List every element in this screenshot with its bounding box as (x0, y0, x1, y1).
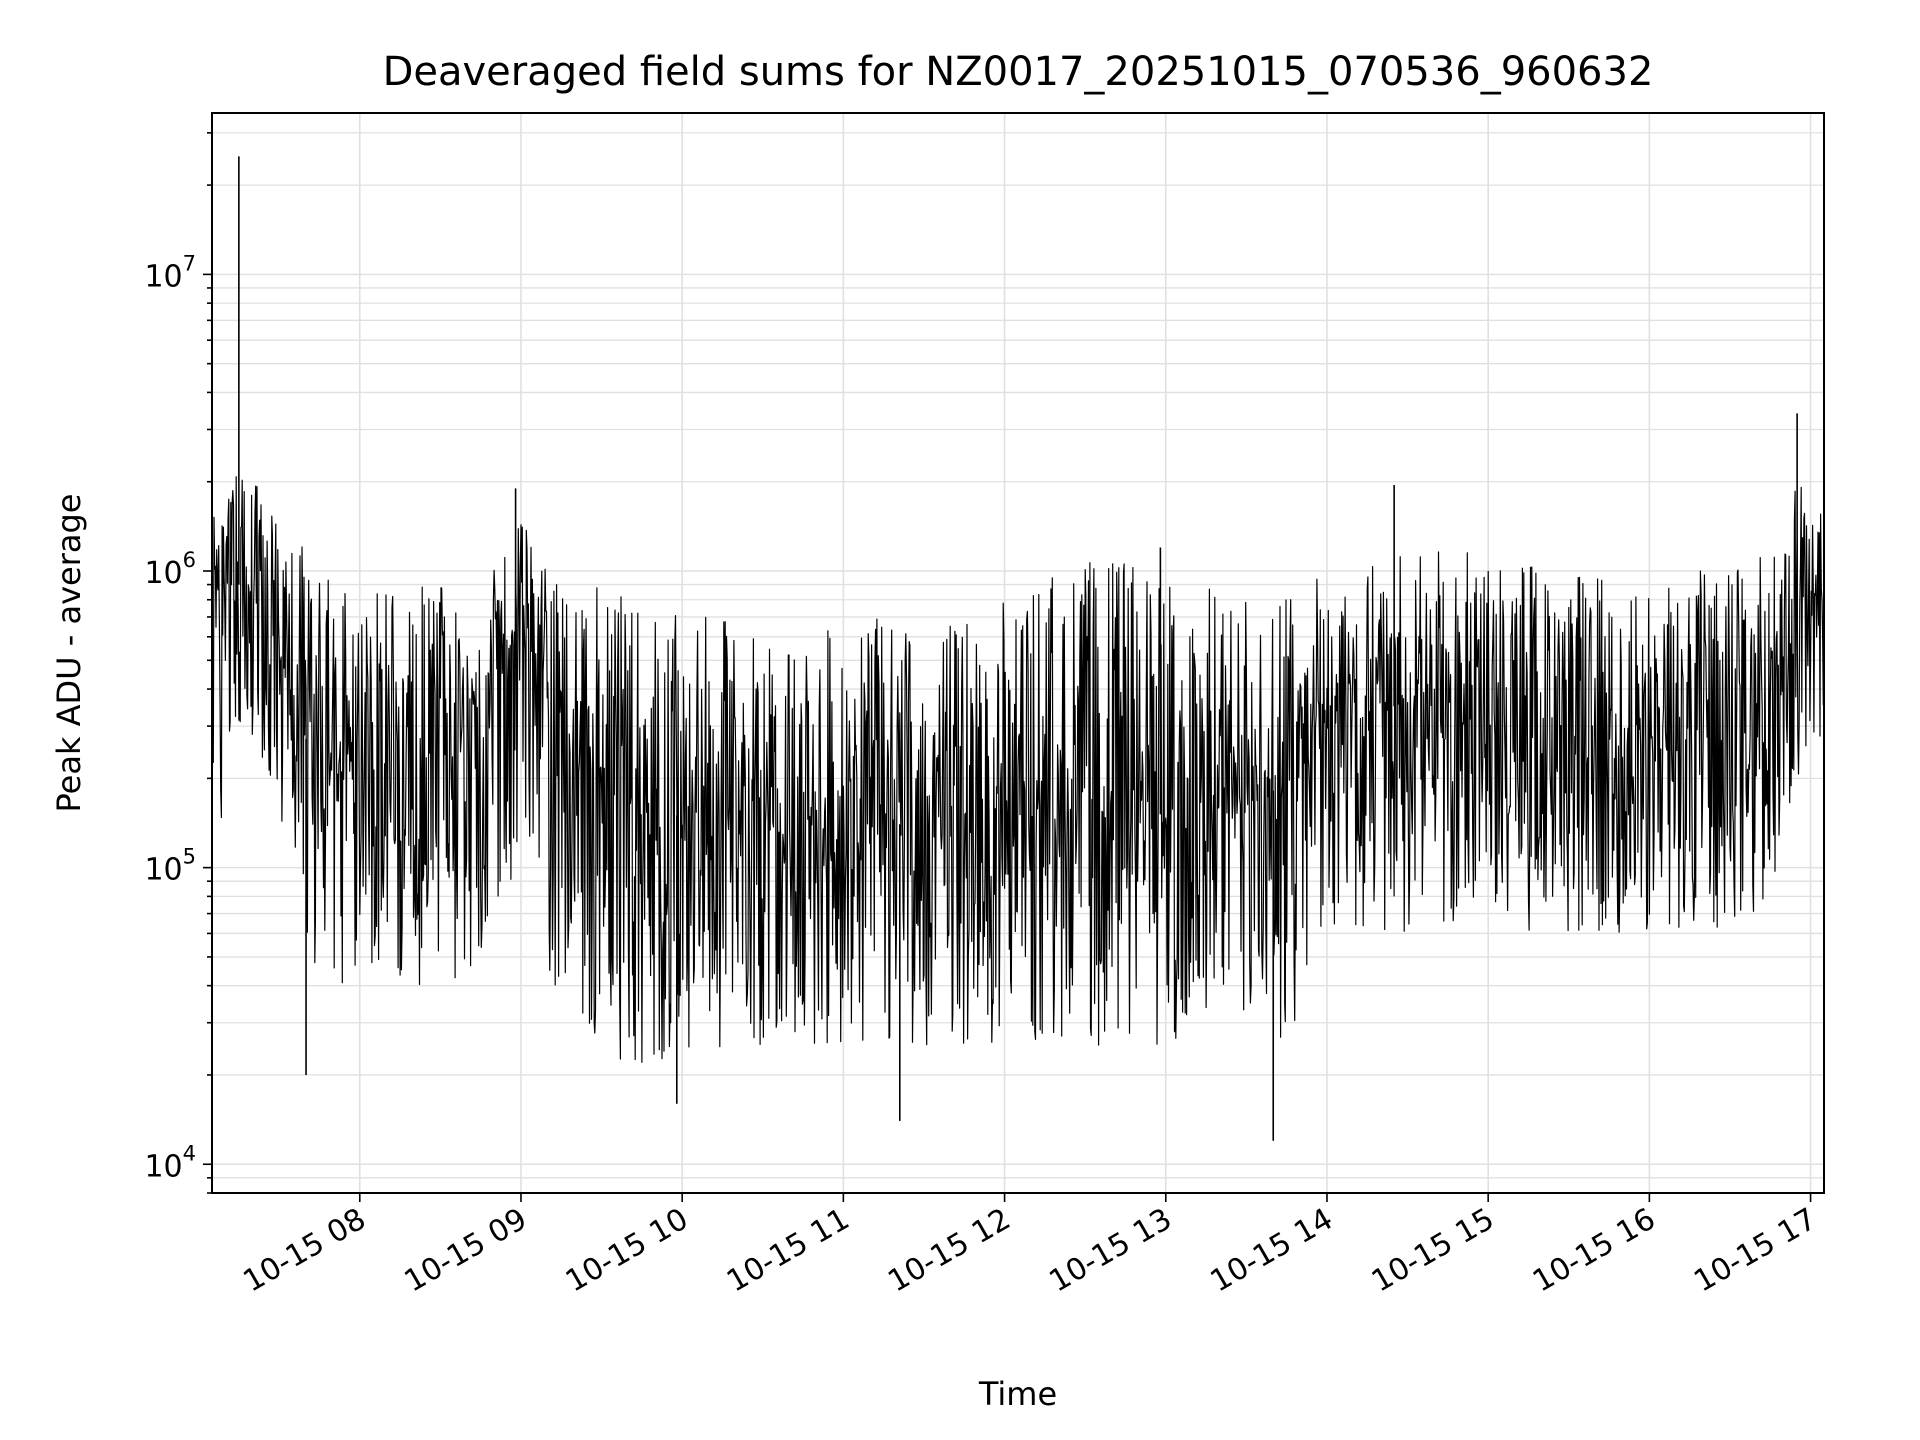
y-tick-label: 105 (144, 845, 196, 888)
y-axis: 104 105 106 107 (144, 132, 212, 1194)
x-tick-label: 10-15 09 (399, 1202, 533, 1300)
y-tick-label: 106 (144, 548, 196, 591)
x-tick-label: 10-15 10 (560, 1202, 694, 1300)
plot-frame (211, 112, 1825, 1194)
x-tick-label: 10-15 12 (882, 1202, 1016, 1300)
series-trace (211, 476, 1825, 1063)
x-tick-label: 10-15 17 (1688, 1202, 1822, 1300)
x-tick-label: 10-15 08 (237, 1202, 371, 1300)
x-axis-label: Time (978, 1375, 1057, 1413)
series-line (211, 156, 1825, 1141)
y-tick-label: 104 (144, 1141, 196, 1184)
y-axis-label: Peak ADU - average (50, 494, 88, 813)
chart-title: Deaveraged field sums for NZ0017_2025101… (383, 49, 1654, 95)
x-tick-label: 10-15 13 (1043, 1202, 1177, 1300)
x-tick-label: 10-15 14 (1205, 1202, 1339, 1300)
x-tick-label: 10-15 16 (1527, 1202, 1661, 1300)
x-tick-label: 10-15 11 (721, 1202, 855, 1300)
y-tick-label: 107 (144, 251, 196, 294)
x-axis: 10-15 08 10-15 09 10-15 10 10-15 11 10-15 12… (237, 1193, 1823, 1300)
x-tick-label: 10-15 15 (1366, 1202, 1500, 1300)
